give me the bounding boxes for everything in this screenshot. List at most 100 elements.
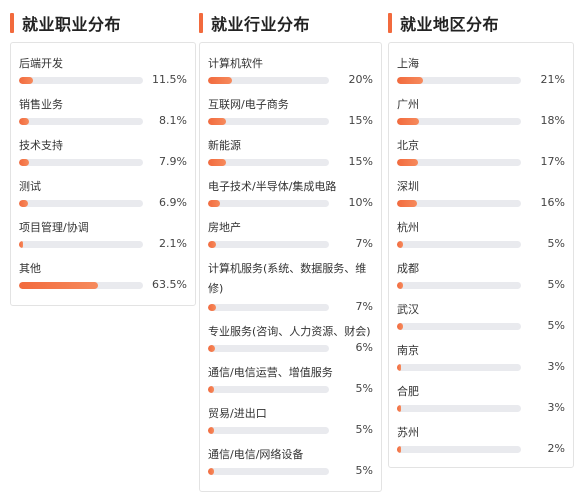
- progress-track: [19, 159, 143, 166]
- progress-track: [397, 118, 521, 125]
- progress-track: [19, 118, 143, 125]
- item-label: 杭州: [397, 221, 419, 234]
- item-label: 房地产: [208, 221, 241, 234]
- item-percent: 3%: [547, 401, 565, 414]
- item-label: 通信/电信运营、增值服务: [208, 366, 333, 379]
- item-label: 上海: [397, 57, 419, 70]
- item-label: 武汉: [397, 303, 419, 316]
- progress-track: [397, 200, 521, 207]
- item-percent: 5%: [355, 423, 373, 436]
- progress-fill: [208, 77, 233, 84]
- item-label: 苏州: [397, 426, 419, 439]
- progress-track: [397, 446, 521, 453]
- item-label: 销售业务: [19, 98, 63, 111]
- progress-track: [208, 241, 329, 248]
- progress-track: [208, 386, 329, 393]
- progress-fill: [208, 427, 215, 434]
- progress-fill: [208, 118, 227, 125]
- progress-fill: [208, 304, 217, 311]
- item-percent: 17%: [540, 155, 565, 168]
- progress-track: [19, 200, 143, 207]
- progress-fill: [397, 323, 404, 330]
- item-percent: 20%: [348, 73, 373, 86]
- column-title-text: 就业职业分布: [22, 15, 122, 34]
- item-label: 成都: [397, 262, 419, 275]
- item-percent: 6%: [355, 341, 373, 354]
- progress-track: [208, 200, 329, 207]
- item-label: 测试: [19, 180, 41, 193]
- progress-track: [208, 77, 329, 84]
- column-title-region: 就业地区分布: [388, 12, 499, 34]
- item-label: 后端开发: [19, 57, 63, 70]
- progress-track: [397, 77, 521, 84]
- item-label: 北京: [397, 139, 419, 152]
- column-title-occupation: 就业职业分布: [10, 12, 121, 34]
- progress-fill: [208, 345, 216, 352]
- progress-track: [208, 468, 329, 475]
- item-percent: 5%: [355, 464, 373, 477]
- progress-fill: [397, 159, 419, 166]
- item-percent: 5%: [355, 382, 373, 395]
- item-percent: 3%: [547, 360, 565, 373]
- progress-track: [397, 282, 521, 289]
- item-label: 电子技术/半导体/集成电路: [208, 180, 337, 193]
- progress-fill: [397, 405, 401, 412]
- progress-track: [397, 405, 521, 412]
- item-percent: 7%: [355, 237, 373, 250]
- progress-track: [19, 77, 143, 84]
- progress-fill: [397, 77, 424, 84]
- progress-fill: [397, 446, 401, 453]
- progress-fill: [19, 241, 23, 248]
- progress-track: [397, 364, 521, 371]
- item-label: 技术支持: [19, 139, 63, 152]
- item-label: 深圳: [397, 180, 419, 193]
- progress-fill: [19, 118, 30, 125]
- item-label: 计算机软件: [208, 57, 263, 70]
- item-label: 互联网/电子商务: [208, 98, 289, 111]
- item-label: 项目管理/协调: [19, 221, 89, 234]
- item-label: 通信/电信/网络设备: [208, 448, 304, 461]
- item-percent: 5%: [547, 278, 565, 291]
- progress-fill: [208, 241, 217, 248]
- item-label: 其他: [19, 262, 41, 275]
- item-percent: 15%: [348, 114, 373, 127]
- title-accent-bar: [199, 13, 203, 33]
- item-label: 专业服务(咨询、人力资源、财会): [208, 325, 371, 338]
- item-label: 南京: [397, 344, 419, 357]
- progress-fill: [19, 159, 29, 166]
- progress-fill: [397, 282, 404, 289]
- progress-track: [397, 241, 521, 248]
- panel-occupation: 后端开发 11.5% 销售业务 8.1% 技术支持 7.9% 测试 6.9% 项目管理/协调 2.…: [10, 42, 196, 306]
- progress-fill: [208, 468, 215, 475]
- item-label: 新能源: [208, 139, 241, 152]
- progress-fill: [208, 159, 227, 166]
- item-label: 贸易/进出口: [208, 407, 267, 420]
- column-title-industry: 就业行业分布: [199, 12, 310, 34]
- item-percent: 11.5%: [152, 73, 187, 86]
- item-percent: 63.5%: [152, 278, 187, 291]
- item-label: 计算机服务(系统、数据服务、维: [208, 262, 367, 275]
- progress-track: [208, 345, 329, 352]
- progress-track: [397, 323, 521, 330]
- item-percent: 6.9%: [159, 196, 187, 209]
- item-percent: 2.1%: [159, 237, 187, 250]
- progress-fill: [19, 77, 34, 84]
- progress-fill: [208, 386, 215, 393]
- progress-track: [19, 282, 143, 289]
- progress-fill: [19, 200, 28, 207]
- item-label: 合肥: [397, 385, 419, 398]
- title-accent-bar: [388, 13, 392, 33]
- item-percent: 7.9%: [159, 155, 187, 168]
- item-percent: 5%: [547, 319, 565, 332]
- item-percent: 21%: [540, 73, 565, 86]
- progress-fill: [397, 200, 417, 207]
- item-label: 广州: [397, 98, 419, 111]
- progress-track: [208, 427, 329, 434]
- progress-track: [208, 118, 329, 125]
- progress-fill: [397, 118, 420, 125]
- column-title-text: 就业行业分布: [211, 15, 311, 34]
- progress-track: [19, 241, 143, 248]
- item-percent: 18%: [540, 114, 565, 127]
- progress-track: [208, 159, 329, 166]
- item-percent: 10%: [348, 196, 373, 209]
